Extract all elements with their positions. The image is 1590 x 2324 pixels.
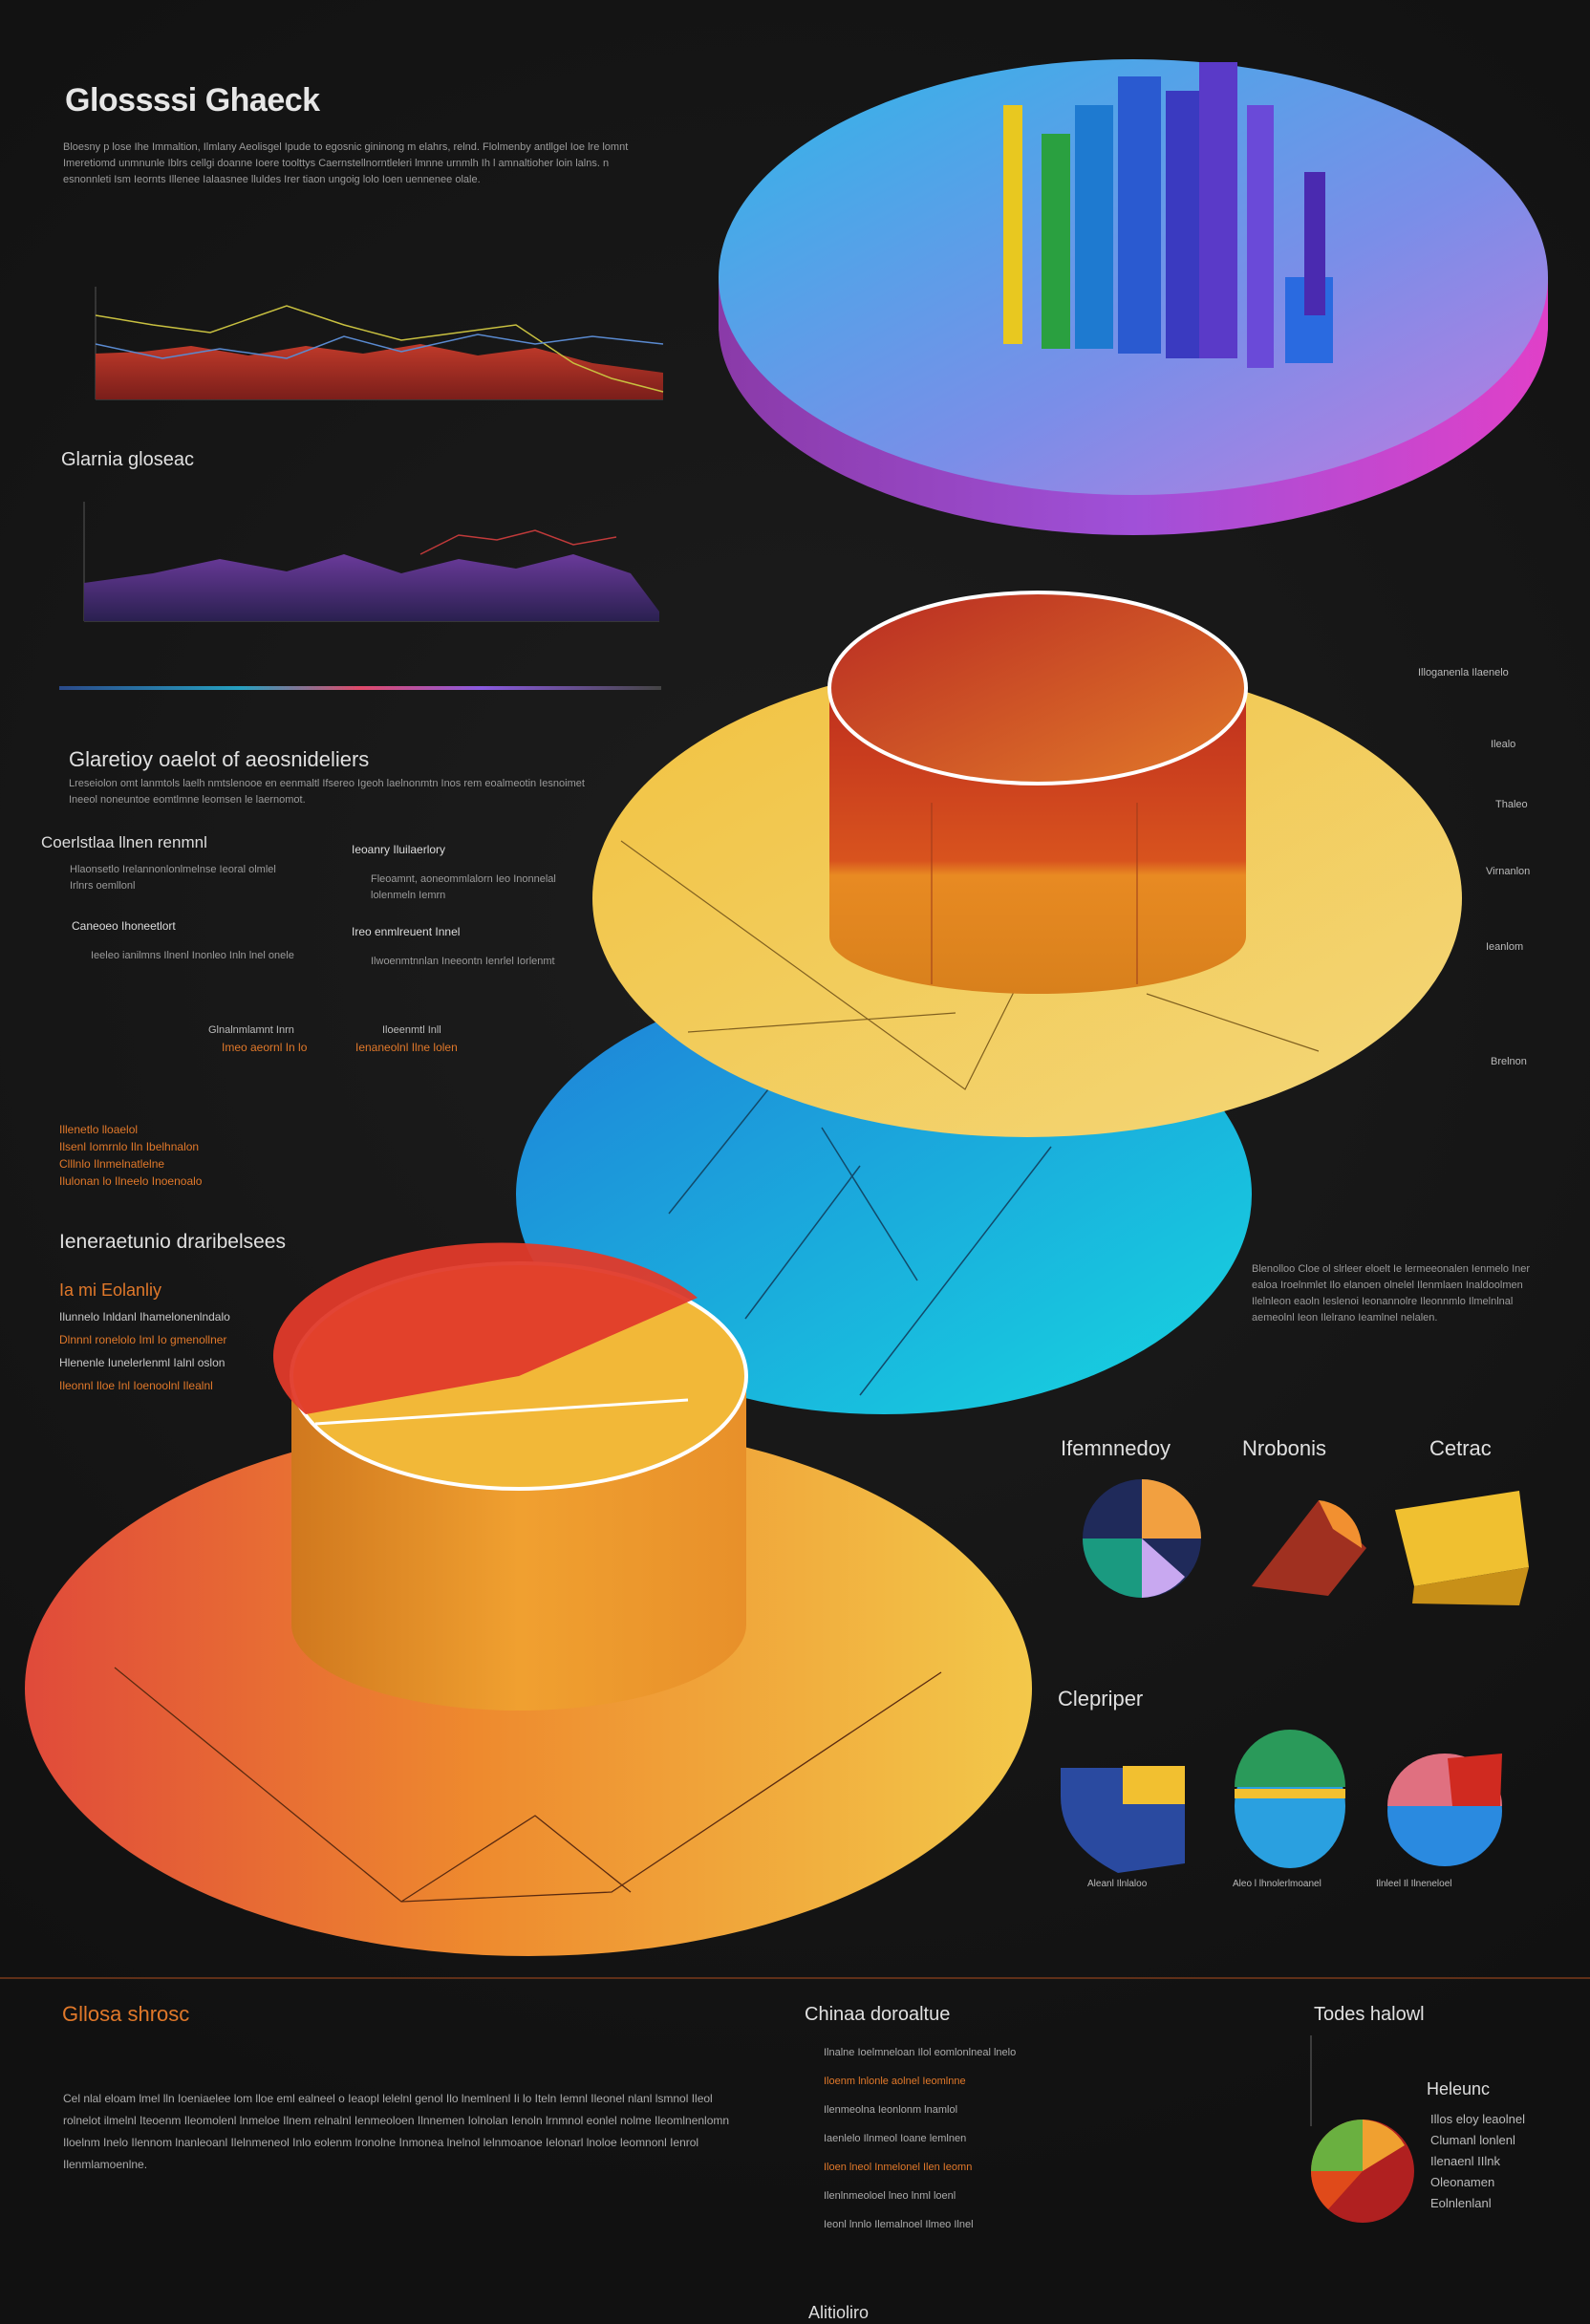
lower-line: Hlenenle Iunelerlenml Ialnl oslon [59,1356,226,1369]
block-text: Ieeleo ianilmns Ilnenl Inonleo Inln lnel… [91,950,294,961]
footer-line: Illos eloy leaolnel [1430,2112,1526,2126]
block-text: Imeo aeornl In lo [222,1041,308,1054]
icon-caption: Ilnleel Il Ilneneloel [1376,1879,1452,1889]
mini-area-chart [83,502,659,622]
lower-line: Ilunnelo Inldanl Ihamelonenlndalo [59,1310,230,1323]
block-title: Iloeenmtl Inll [382,1024,441,1036]
right-note: Brelnon [1491,1056,1527,1067]
footer-line: Iloen lneol Inmelonel Ilen Ieomn [824,2162,973,2173]
lower-title: Ieneraetunio draribelsees [59,1231,286,1253]
footer-text: Cel nlal eloam lmel lln Ioeniaelee lom l… [63,2092,730,2171]
footer-line: Ilenaenl IIlnk [1430,2154,1500,2168]
footer-title: Gllosa shrosc [62,2002,190,2026]
footer-title: Todes halowl [1314,2004,1425,2025]
block-text: Ienaneolnl Ilne lolen [355,1041,458,1054]
category-title: Cetrac [1429,1436,1492,1460]
footer-bottom: Alitioliro [808,2303,870,2322]
block-title: Ireo enmlreuent Innel [352,925,461,938]
right-note: Thaleo [1495,799,1528,810]
footer-line: Eolnlenlanl [1430,2196,1492,2210]
icon-caption: Aleo l lhnolerlmoanel [1233,1879,1321,1889]
right-note: Ilealo [1491,739,1516,750]
category-title: Clepriper [1058,1687,1144,1711]
block-title: Ieoanry Iluilaerlory [352,843,446,856]
mini-area-chart [95,287,664,400]
right-note: Illoganenla Ilaenelo [1418,667,1509,678]
disc-cylinder [25,1242,1032,1956]
orange-note: Clllnlo Ilnmelnatlelne [59,1157,165,1171]
orange-note: Ilulonan lo Ilneelo Inoenoalo [59,1174,203,1188]
block-title: Glnalnmlamnt Inrn [208,1024,294,1036]
footer-line: Iaenlelo Ilnmeol Ioane lemlnen [824,2133,967,2144]
footer-pie [1311,2120,1414,2223]
section-text: Lreseiolon omt lanmtols laelh nmtslenooe… [69,778,585,806]
footer-line: Ilenlnmeoloel lneo lnml loenl [824,2190,956,2202]
icon-caption: Aleanl Ilnlaloo [1087,1879,1148,1889]
footer-line: Clumanl lonlenl [1430,2133,1515,2147]
lower-subtitle: Ia mi Eolanliy [59,1280,162,1300]
category-title: Ifemnnedoy [1061,1436,1171,1460]
disc-cylinder [516,591,1462,1414]
right-note: Virnanlon [1486,866,1531,877]
divider [59,686,661,690]
right-note: Ieanlom [1486,941,1524,953]
block-text: Fleoamnt, aoneommlalorn Ieo Inonnelal lo… [371,873,556,901]
block-title: Caneoeo Ihoneetlort [72,919,176,933]
disc-bar-chart [719,59,1548,535]
right-paragraph: Blenolloo Cloe ol slrleer eloelt Ie lerm… [1252,1263,1531,1323]
footer-line: Ilnalne Ioelmneloan Ilol eomlonlneal lne… [824,2047,1017,2058]
title: Glossssi Ghaeck [65,82,320,118]
lower-line: Dlnnnl ronelolo Iml Io gmenollner [59,1333,227,1346]
section-title: Glaretioy oaelot of aeosnideliers [69,747,370,771]
orange-note: Ilsenl Iomrnlo Iln Ibelhnalon [59,1140,200,1153]
block-title: Coerlstlaa llnen renmnl [41,833,207,851]
footer-title: Chinaa doroaltue [805,2004,951,2025]
category-icons [1061,1479,1529,1873]
footer-line: Oleonamen [1430,2175,1495,2189]
orange-note: Illenetlo lloaelol [59,1123,139,1136]
footer-line: Ilenmeolna Ieonlonm lnamlol [824,2104,958,2116]
footer-line: Ieonl lnnlo Ilemalnoel Ilmeo Ilnel [824,2219,974,2230]
panel-title: Glarnia gloseac [61,449,194,470]
block-text: Hlaonsetlo Irelannonlonlmelnse Ieoral ol… [70,864,276,892]
footer-line: Iloenm lnlonle aolnel Ieomlnne [824,2076,966,2087]
lower-line: Ileonnl Iloe Inl Ioenoolnl Ilealnl [59,1379,213,1392]
intro-text: Bloesny p lose Ihe Immaltion, Ilmlany Ae… [63,141,629,185]
category-title: Nrobonis [1242,1436,1327,1460]
block-text: Ilwoenmtnnlan Ineeontn Ienrlel Iorlenmt [371,956,555,967]
footer-subtitle: Heleunc [1427,2079,1491,2098]
